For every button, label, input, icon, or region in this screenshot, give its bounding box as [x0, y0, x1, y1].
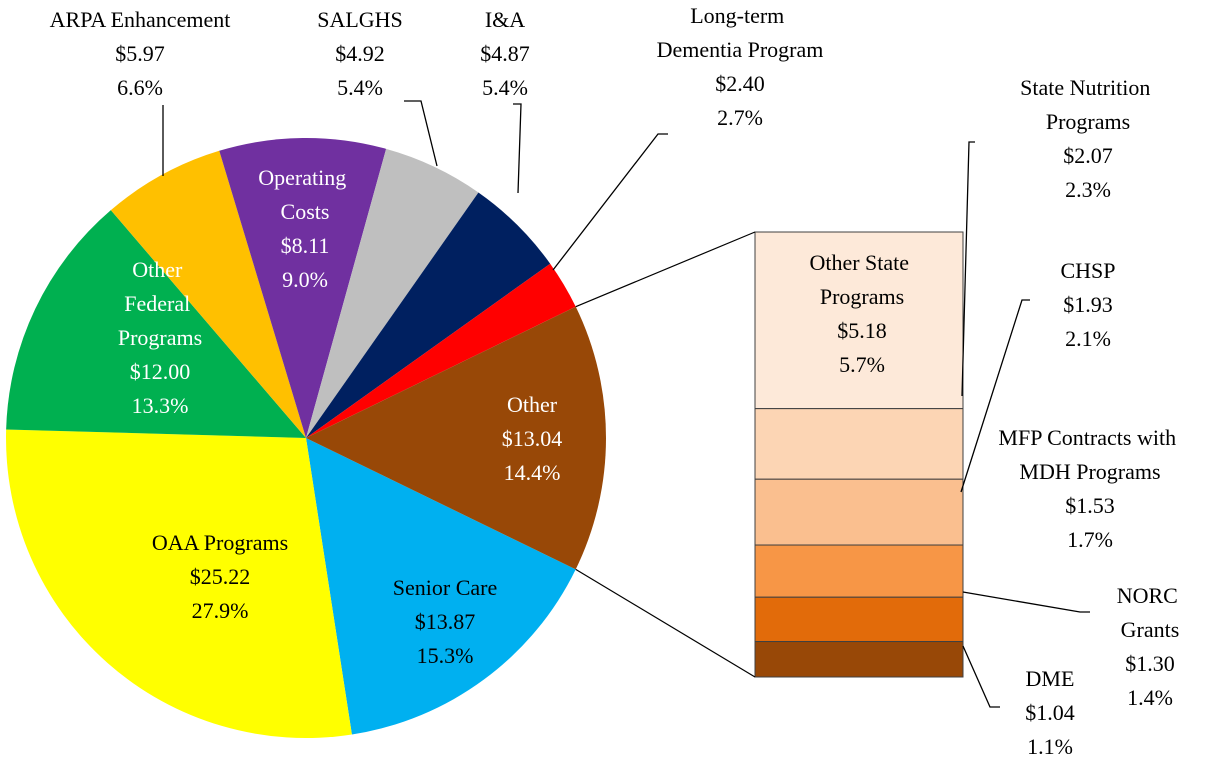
- label-line: MDH Programs: [1019, 459, 1160, 484]
- category-label: OAA Programs: [152, 530, 288, 555]
- value-label: $25.22: [190, 564, 251, 589]
- label-line: Long-term: [690, 3, 790, 28]
- category-label: DME: [1026, 666, 1075, 691]
- label-line: Programs: [820, 284, 904, 309]
- category-label: SALGHS: [317, 7, 403, 32]
- label-line: Other State: [809, 250, 914, 275]
- label-line: MFP Contracts with: [998, 425, 1181, 450]
- percent-label: 6.6%: [117, 75, 163, 100]
- percent-label: 5.4%: [337, 75, 383, 100]
- label-line: OAA Programs: [152, 530, 288, 555]
- percent-label: 1.7%: [1067, 527, 1113, 552]
- percent-label: 1.1%: [1027, 734, 1073, 759]
- percent-label: 2.7%: [717, 105, 763, 130]
- leader-line: [552, 133, 668, 271]
- connector-line: [575, 568, 756, 678]
- label-line: ARPA Enhancement: [50, 7, 231, 32]
- label-line: Other: [132, 257, 188, 282]
- value-label: $1.04: [1025, 700, 1075, 725]
- value-label: $8.11: [281, 233, 330, 258]
- category-label: NORC Grants: [1117, 583, 1184, 642]
- category-label: Long-term Dementia Program: [657, 3, 824, 62]
- value-label: $13.87: [415, 609, 476, 634]
- leader-line: [404, 100, 438, 167]
- category-label: State Nutrition Programs: [1020, 75, 1156, 134]
- category-label: Senior Care: [393, 575, 497, 600]
- pie-slice: [5, 429, 352, 739]
- pie-slice: [219, 138, 387, 439]
- label-line: Dementia Program: [657, 37, 824, 62]
- leader-line: [962, 645, 1000, 708]
- pie-slice: [306, 306, 606, 570]
- pie-slice: [306, 192, 551, 438]
- label-line: Senior Care: [393, 575, 497, 600]
- connector-line: [575, 231, 756, 308]
- bar-segment: [754, 641, 964, 678]
- labels: Senior Care $13.87 15.3% OAA Programs $25.22…: [50, 3, 1184, 759]
- percent-label: 15.3%: [417, 643, 474, 668]
- pie-slice: [306, 438, 576, 735]
- bar-segment: [754, 544, 964, 598]
- category-label: Operating Costs: [258, 165, 351, 224]
- category-label: ARPA Enhancement: [50, 7, 231, 32]
- marks: [5, 138, 964, 739]
- percent-label: 2.3%: [1065, 177, 1111, 202]
- value-label: $4.87: [480, 41, 530, 66]
- label-line: CHSP: [1060, 258, 1115, 283]
- pie-slice: [110, 150, 306, 438]
- leader-line: [960, 299, 1030, 493]
- category-label: Other State Programs: [809, 250, 914, 309]
- value-label: $4.92: [335, 41, 385, 66]
- leader-lines: [162, 100, 1090, 708]
- value-label: $5.97: [115, 41, 165, 66]
- value-label: $12.00: [130, 359, 191, 384]
- value-label: $13.04: [502, 426, 563, 451]
- label-line: State Nutrition: [1020, 75, 1156, 100]
- percent-label: 1.4%: [1127, 685, 1173, 710]
- value-label: $1.93: [1063, 292, 1113, 317]
- leader-line: [961, 141, 975, 397]
- bar-segment: [754, 408, 964, 480]
- value-label: $2.40: [715, 71, 765, 96]
- label-line: SALGHS: [317, 7, 403, 32]
- category-label: MFP Contracts with MDH Programs: [998, 425, 1181, 484]
- category-label: CHSP: [1060, 258, 1115, 283]
- label-line: Programs: [118, 325, 202, 350]
- value-label: $1.53: [1065, 493, 1115, 518]
- value-label: $5.18: [837, 318, 887, 343]
- label-line: Federal: [124, 291, 195, 316]
- category-label: Other Federal Programs: [118, 257, 202, 350]
- pie-slice: [306, 263, 576, 438]
- label-line: Operating: [258, 165, 351, 190]
- percent-label: 27.9%: [192, 598, 249, 623]
- bar-segment: [754, 478, 964, 546]
- percent-label: 2.1%: [1065, 326, 1111, 351]
- percent-label: 5.7%: [839, 352, 885, 377]
- leader-line: [962, 591, 1090, 613]
- pie-slice: [6, 210, 307, 438]
- label-line: Other: [507, 392, 558, 417]
- percent-label: 13.3%: [132, 393, 189, 418]
- label-line: DME: [1026, 666, 1075, 691]
- pie-slice: [306, 148, 479, 438]
- value-label: $1.30: [1125, 651, 1175, 676]
- percent-label: 9.0%: [282, 267, 328, 292]
- leader-line: [513, 103, 522, 194]
- category-label: I&A: [485, 7, 525, 32]
- percent-label: 14.4%: [504, 460, 561, 485]
- label-line: NORC: [1117, 583, 1184, 608]
- bar-segment: [754, 596, 964, 643]
- category-label: Other: [507, 392, 558, 417]
- label-line: Grants: [1121, 617, 1180, 642]
- label-line: Costs: [281, 199, 330, 224]
- label-line: Programs: [1046, 109, 1130, 134]
- percent-label: 5.4%: [482, 75, 528, 100]
- label-line: I&A: [485, 7, 525, 32]
- value-label: $2.07: [1063, 143, 1113, 168]
